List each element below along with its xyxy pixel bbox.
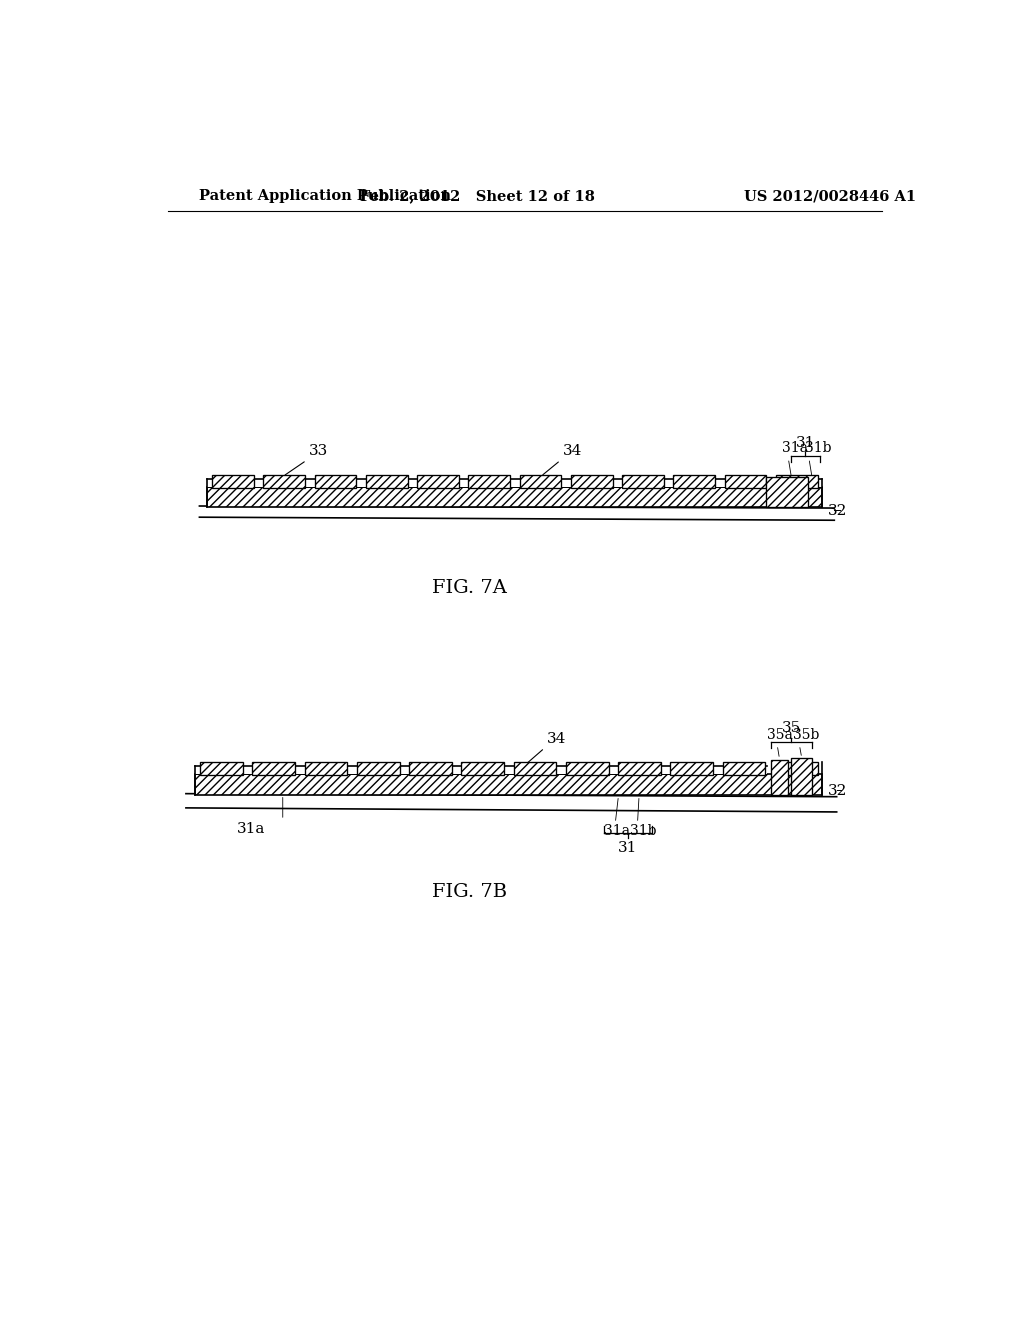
- Text: 32: 32: [828, 784, 847, 797]
- Bar: [314, 474, 356, 487]
- Bar: [792, 758, 812, 795]
- Text: 35: 35: [782, 721, 801, 735]
- Text: 31: 31: [618, 841, 638, 855]
- Polygon shape: [186, 793, 837, 812]
- Text: Feb. 2, 2012   Sheet 12 of 18: Feb. 2, 2012 Sheet 12 of 18: [359, 189, 595, 203]
- Bar: [671, 762, 713, 775]
- Bar: [462, 762, 504, 775]
- Text: 33: 33: [309, 445, 328, 458]
- Bar: [623, 474, 664, 487]
- Text: 31a: 31a: [604, 824, 630, 838]
- Text: FIG. 7A: FIG. 7A: [432, 579, 507, 598]
- Text: 32: 32: [828, 504, 847, 517]
- Text: 31a: 31a: [237, 822, 265, 836]
- Text: 31: 31: [796, 436, 815, 450]
- Text: 35b: 35b: [793, 727, 819, 742]
- Bar: [366, 474, 408, 487]
- Bar: [566, 762, 608, 775]
- Text: 31a: 31a: [782, 441, 808, 455]
- Bar: [263, 474, 305, 487]
- Bar: [519, 474, 561, 487]
- Bar: [618, 762, 660, 775]
- Bar: [305, 762, 347, 775]
- Text: 34: 34: [547, 731, 566, 746]
- Text: FIG. 7B: FIG. 7B: [432, 883, 507, 902]
- Bar: [196, 766, 767, 775]
- Text: Patent Application Publication: Patent Application Publication: [200, 189, 452, 203]
- Text: 31b: 31b: [630, 824, 656, 838]
- Bar: [357, 762, 399, 775]
- Bar: [571, 474, 612, 487]
- Bar: [212, 474, 254, 487]
- Bar: [775, 762, 817, 775]
- Bar: [674, 474, 715, 487]
- Bar: [417, 474, 459, 487]
- Bar: [253, 762, 295, 775]
- Polygon shape: [200, 506, 835, 520]
- Bar: [776, 474, 817, 487]
- Bar: [207, 487, 822, 507]
- Bar: [410, 762, 452, 775]
- Bar: [196, 775, 822, 795]
- Bar: [468, 474, 510, 487]
- Bar: [725, 474, 766, 487]
- Bar: [771, 760, 788, 795]
- Text: 35a: 35a: [767, 727, 793, 742]
- Bar: [514, 762, 556, 775]
- Text: 31b: 31b: [805, 441, 831, 455]
- Bar: [201, 762, 243, 775]
- Text: 34: 34: [563, 445, 583, 458]
- Bar: [207, 479, 822, 487]
- Text: US 2012/0028446 A1: US 2012/0028446 A1: [744, 189, 916, 203]
- Bar: [766, 477, 808, 507]
- Bar: [723, 762, 765, 775]
